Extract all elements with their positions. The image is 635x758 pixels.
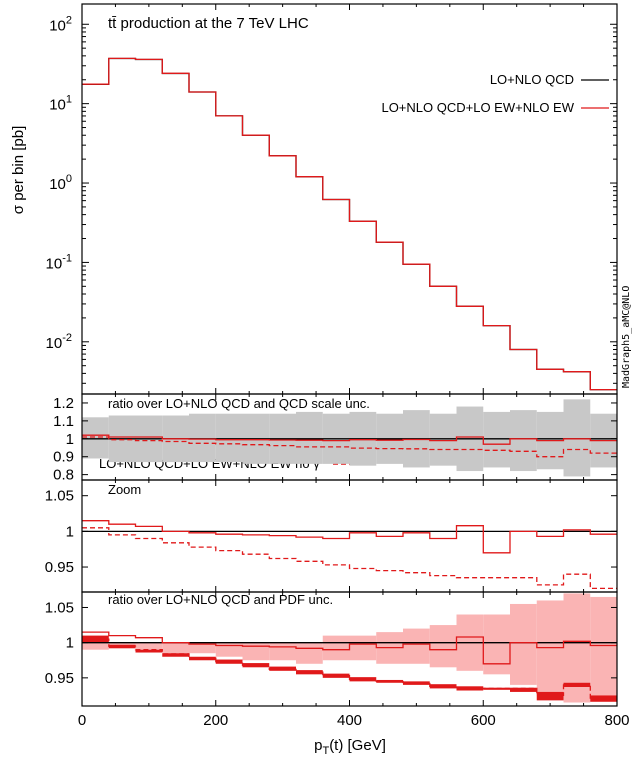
no-gamma-band-bin bbox=[376, 679, 403, 683]
y-tick-label: 1.2 bbox=[53, 395, 74, 412]
x-axis-label: pT(t) [GeV] bbox=[314, 737, 386, 757]
series-line-main-1 bbox=[82, 57, 617, 391]
uncertainty-band-bin bbox=[296, 411, 323, 464]
uncertainty-band-bin bbox=[162, 642, 189, 654]
no-gamma-band-bin bbox=[483, 687, 510, 690]
series-line-zoom-2 bbox=[82, 527, 617, 590]
series-line-ratio-scale-1 bbox=[82, 434, 617, 445]
ratio-pdf-label: ratio over LO+NLO QCD and PDF unc. bbox=[108, 592, 333, 607]
legend-label-ew: LO+NLO QCD+LO EW+NLO EW bbox=[381, 100, 574, 115]
series-line-zoom-1 bbox=[82, 520, 617, 554]
series-line-ratio-pdf-1 bbox=[82, 631, 617, 665]
y-tick-label: 1 bbox=[66, 431, 74, 448]
uncertainty-band-bin bbox=[483, 614, 510, 675]
no-gamma-band-bin bbox=[82, 635, 109, 643]
y-tick-label: 0.95 bbox=[45, 670, 74, 687]
uncertainty-band-bin bbox=[483, 411, 510, 468]
x-axis-label-main: p bbox=[314, 737, 322, 754]
y-tick-label: 1.1 bbox=[53, 413, 74, 430]
panel-content-ratio-pdf bbox=[82, 593, 617, 703]
y-tick-label: 0.95 bbox=[45, 559, 74, 576]
x-tick-label: 200 bbox=[203, 712, 228, 729]
uncertainty-band-bin bbox=[322, 635, 350, 661]
x-tick-label: 800 bbox=[604, 712, 629, 729]
uncertainty-band-bin bbox=[349, 635, 377, 661]
uncertainty-band-bin bbox=[269, 642, 296, 661]
no-gamma-band-bin bbox=[135, 649, 163, 653]
uncertainty-band-bin bbox=[189, 642, 216, 654]
y-tick-label: 10-2 bbox=[46, 332, 72, 352]
main-title-prefix: t bbox=[108, 15, 113, 32]
x-tick-label: 600 bbox=[471, 712, 496, 729]
legend-label-qcd: LO+NLO QCD bbox=[490, 72, 574, 87]
series-line-ratio-scale-2 bbox=[82, 436, 617, 458]
y-tick-label: 1.05 bbox=[45, 488, 74, 505]
panel-content-ratio-scale bbox=[82, 399, 617, 477]
no-gamma-band-bin bbox=[242, 663, 270, 668]
y-axis-label: σ per bin [pb] bbox=[10, 126, 27, 214]
uncertainty-band-bin bbox=[510, 603, 537, 685]
panel-content-main bbox=[82, 57, 617, 391]
y-tick-label: 1 bbox=[66, 635, 74, 652]
uncertainty-band-bin bbox=[563, 399, 591, 477]
no-gamma-band-bin bbox=[510, 687, 537, 692]
main-title-bar: t̄ bbox=[111, 15, 117, 32]
y-tick-label: 100 bbox=[49, 173, 72, 193]
y-tick-label: 10-1 bbox=[46, 252, 72, 272]
y-tick-label: 101 bbox=[49, 94, 72, 114]
main-title-rest: production at the 7 TeV LHC bbox=[116, 15, 309, 32]
uncertainty-band-bin bbox=[403, 628, 430, 664]
panel-ratio-pdf: 0.95 1 1.05 bbox=[45, 591, 618, 707]
no-gamma-band-bin bbox=[456, 686, 484, 691]
no-gamma-band-bin bbox=[108, 644, 136, 649]
ratio-scale-label: ratio over LO+NLO QCD and QCD scale unc. bbox=[108, 396, 370, 411]
uncertainty-band-bin bbox=[429, 625, 457, 668]
y-tick-label: 0.9 bbox=[53, 449, 74, 466]
uncertainty-band-bin bbox=[82, 417, 109, 459]
x-axis-label-sub: T bbox=[322, 745, 329, 757]
y-tick-label: 0.8 bbox=[53, 467, 74, 484]
panel-main: 10-2 10-1 100 101 102 bbox=[46, 3, 618, 395]
x-tick-label: 0 bbox=[78, 712, 86, 729]
no-gamma-band-bin bbox=[269, 666, 296, 671]
uncertainty-band-bin bbox=[590, 596, 617, 699]
watermark: MadGraph5_aMC@NLO bbox=[621, 286, 632, 388]
y-tick-label: 1.05 bbox=[45, 599, 74, 616]
y-tick-label: 1 bbox=[66, 523, 74, 540]
uncertainty-band-bin bbox=[296, 642, 323, 664]
panel-content-zoom bbox=[82, 520, 617, 590]
x-axis-label-rest: (t) [GeV] bbox=[329, 737, 386, 754]
uncertainty-band-bin bbox=[215, 642, 243, 657]
uncertainty-band-bin bbox=[510, 410, 537, 472]
uncertainty-band-bin bbox=[108, 642, 136, 647]
y-tick-label: 102 bbox=[49, 14, 72, 34]
uncertainty-band-bin bbox=[189, 413, 216, 463]
uncertainty-band-bin bbox=[429, 413, 457, 466]
no-gamma-band-bin bbox=[536, 691, 564, 701]
no-gamma-band-bin bbox=[162, 653, 189, 657]
x-tick-label: 400 bbox=[337, 712, 362, 729]
uncertainty-band-bin bbox=[215, 413, 243, 463]
plot-area: 10-210-11001011020.80.911.11.20.9511.050… bbox=[45, 3, 630, 729]
main-title: tt̄ production at the 7 TeV LHC bbox=[108, 15, 309, 32]
zoom-label: Zoom bbox=[108, 482, 141, 497]
uncertainty-band-bin bbox=[242, 642, 270, 661]
uncertainty-band-bin bbox=[135, 642, 163, 650]
series-line-ratio-pdf-2 bbox=[82, 638, 617, 700]
